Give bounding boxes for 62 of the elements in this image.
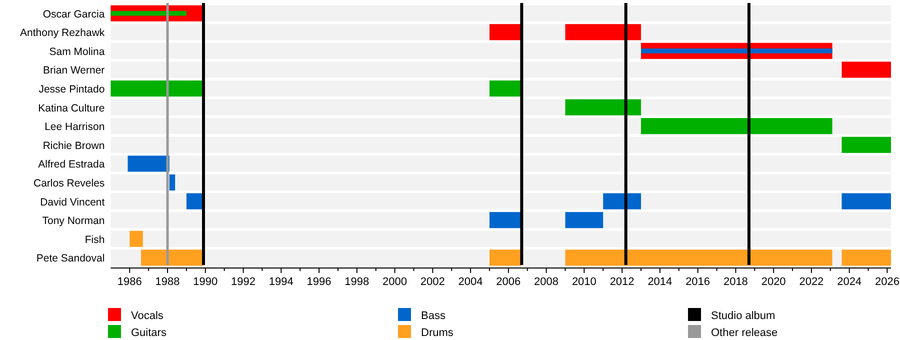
- x-tick-label: 1988: [155, 276, 180, 288]
- bar: [641, 118, 832, 134]
- bar: [565, 24, 641, 40]
- x-tick-label: 1986: [117, 276, 142, 288]
- y-tick-label: Carlos Reveles: [33, 177, 105, 190]
- x-tick-label: 1998: [344, 276, 370, 288]
- y-tick-label: David Vincent: [40, 196, 105, 208]
- legend-label: Drums: [421, 327, 454, 339]
- y-tick-label: Oscar Garcia: [42, 8, 105, 20]
- x-tick-label: 2004: [458, 276, 483, 288]
- bar: [489, 24, 522, 40]
- x-tick-label: 1990: [193, 276, 218, 288]
- bar: [489, 250, 522, 266]
- bar: [141, 250, 204, 266]
- legend-label: Guitars: [131, 327, 167, 339]
- bar: [489, 80, 522, 97]
- y-tick-label: Katina Culture: [38, 102, 105, 114]
- legend-label: Bass: [421, 310, 446, 322]
- bar: [130, 230, 143, 247]
- bar: [110, 80, 204, 97]
- x-tick-label: 2016: [686, 276, 710, 288]
- x-tick-label: 1992: [231, 276, 256, 288]
- bar: [842, 250, 891, 266]
- bar: [169, 174, 176, 191]
- y-tick-label: Sam Molina: [49, 46, 105, 58]
- bar: [842, 136, 891, 153]
- y-tick-label: Jesse Pintado: [38, 84, 105, 96]
- legend-label: Vocals: [131, 310, 164, 322]
- x-tick-label: 2006: [496, 276, 521, 288]
- x-tick-label: 2022: [799, 276, 824, 288]
- y-tick-label: Lee Harrison: [44, 121, 105, 134]
- x-tick-label: 2000: [382, 276, 408, 288]
- x-tick-label: 2008: [534, 276, 559, 288]
- legend-label: Studio album: [711, 310, 776, 322]
- x-tick-label: 2012: [610, 276, 634, 288]
- bar: [110, 10, 186, 16]
- bar: [128, 156, 170, 172]
- bar: [186, 193, 204, 210]
- legend-label: Other release: [711, 327, 778, 339]
- x-tick-label: 2026: [874, 276, 900, 288]
- x-tick-label: 2018: [723, 276, 748, 288]
- bar: [842, 193, 891, 210]
- bar: [565, 99, 641, 116]
- y-tick-label: Brian Werner: [43, 64, 106, 77]
- y-tick-label: Tony Norman: [42, 215, 105, 228]
- y-tick-label: Alfred Estrada: [38, 158, 105, 171]
- bar: [603, 193, 641, 210]
- bar: [565, 212, 604, 228]
- x-tick-label: 1994: [268, 276, 294, 288]
- bar: [842, 62, 891, 78]
- x-tick-label: 2002: [420, 276, 445, 288]
- x-tick-label: 1996: [306, 276, 332, 288]
- x-tick-label: 2024: [837, 276, 862, 288]
- y-tick-label: Fish: [84, 234, 105, 246]
- y-tick-label: Richie Brown: [42, 140, 105, 152]
- x-tick-label: 2010: [572, 276, 596, 288]
- bar: [489, 212, 522, 228]
- x-tick-label: 2014: [648, 276, 672, 288]
- x-tick-label: 2020: [761, 276, 786, 288]
- y-tick-label: Pete Sandoval: [36, 252, 105, 265]
- bar: [641, 48, 832, 54]
- y-tick-label: Anthony Rezhawk: [20, 27, 106, 40]
